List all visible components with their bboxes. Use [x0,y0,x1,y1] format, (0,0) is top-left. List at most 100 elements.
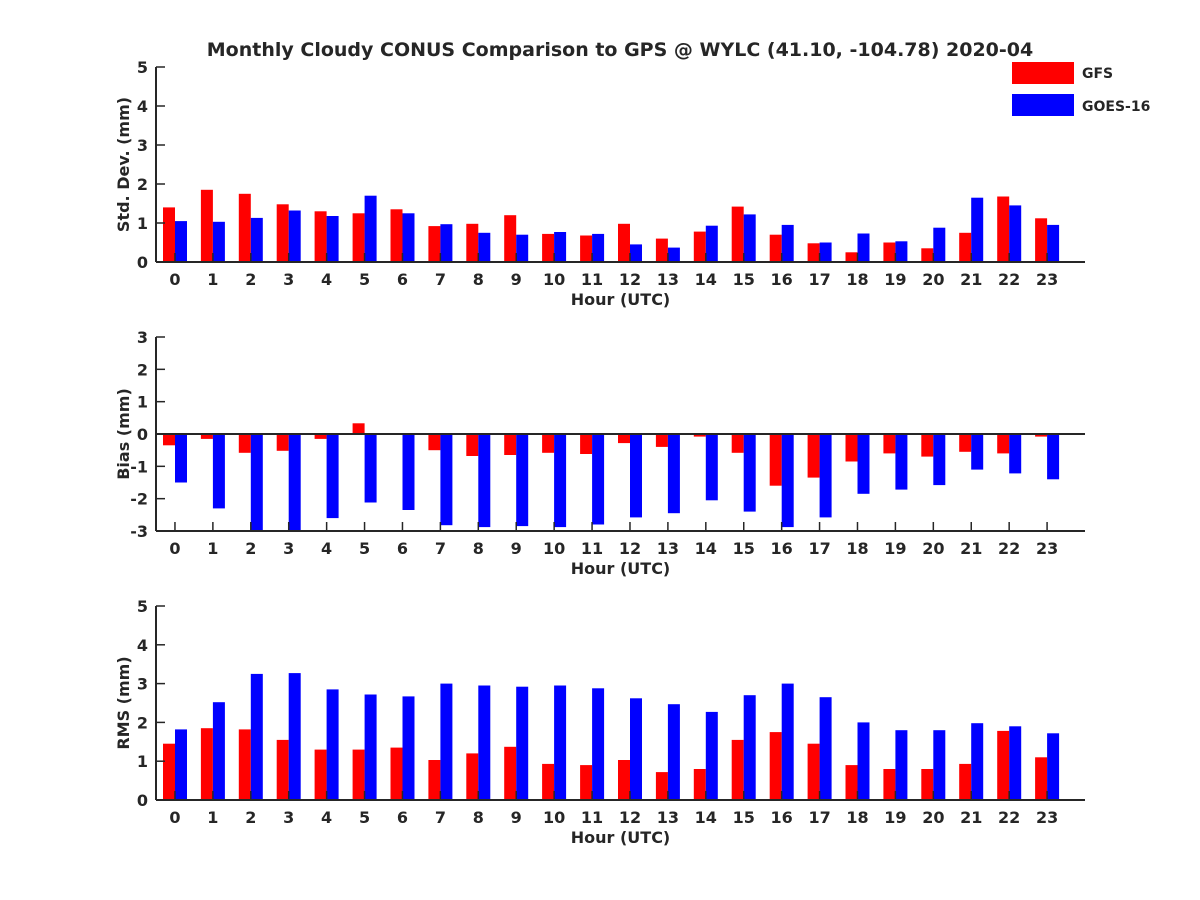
std-dev-bar-goes16-6 [402,213,415,263]
std-dev-bar-gfs-16 [769,234,782,262]
rms-bar-goes16-11 [592,688,605,800]
std-dev-bar-goes16-2 [250,217,263,262]
bias-x-tick-label: 7 [435,539,446,558]
bias-y-tick-label: 2 [137,360,148,379]
bias-x-tick-label: 12 [619,539,641,558]
rms-x-tick-label: 16 [771,808,793,827]
std-dev-y-axis-label: Std. Dev. (mm) [114,97,133,232]
std-dev-bar-goes16-7 [440,224,453,262]
bias-bar-gfs-11 [580,434,593,454]
rms-bar-goes16-2 [250,673,263,800]
rms-x-tick-label: 11 [581,808,603,827]
rms-x-tick-label: 10 [543,808,565,827]
rms-bar-goes16-18 [857,722,870,800]
std-dev-bar-gfs-8 [466,223,479,262]
bias-x-tick-label: 6 [397,539,408,558]
rms-bar-gfs-18 [845,765,858,800]
bias-bar-gfs-9 [504,434,517,455]
std-dev-y-tick-label: 4 [137,97,148,116]
bias-bar-goes16-20 [933,434,946,486]
bias-bar-goes16-3 [288,434,301,531]
rms-y-tick-label: 4 [137,636,148,655]
bias-bar-gfs-19 [883,434,896,454]
std-dev-bar-goes16-4 [326,216,339,262]
std-dev-x-tick-label: 19 [884,270,906,289]
std-dev-x-tick-label: 10 [543,270,565,289]
bias-x-tick-label: 9 [511,539,522,558]
rms-y-tick-label: 1 [137,752,148,771]
bias-bar-gfs-0 [163,434,175,446]
rms-bar-gfs-9 [504,746,517,800]
std-dev-x-tick-label: 3 [283,270,294,289]
rms-x-tick-label: 3 [283,808,294,827]
bias-x-tick-label: 21 [960,539,982,558]
rms-bar-goes16-8 [478,685,491,800]
std-dev-y-tick-label: 3 [137,136,148,155]
rms-bar-goes16-5 [364,694,377,800]
rms-bar-goes16-6 [402,696,415,800]
bias-y-tick-label: -2 [130,490,148,509]
bias-bar-gfs-20 [921,434,934,457]
std-dev-bar-goes16-16 [781,224,794,262]
rms-bar-goes16-10 [554,685,567,800]
std-dev-x-tick-label: 5 [359,270,370,289]
bias-bar-gfs-7 [428,434,441,451]
bias-bar-goes16-23 [1047,434,1060,480]
bias-bar-goes16-17 [819,434,832,518]
std-dev-bar-gfs-22 [997,196,1010,262]
rms-x-tick-label: 17 [808,808,830,827]
rms-bar-goes16-16 [781,683,794,800]
bias-x-tick-label: 11 [581,539,603,558]
std-dev-bar-gfs-2 [238,193,251,263]
std-dev-x-tick-label: 13 [657,270,679,289]
bias-x-tick-label: 23 [1036,539,1058,558]
std-dev-x-tick-label: 23 [1036,270,1058,289]
bias-bar-gfs-16 [769,434,782,486]
bias-bar-goes16-6 [402,434,415,510]
std-dev-bar-goes16-5 [364,195,377,262]
bias-bar-gfs-4 [314,434,327,439]
rms-bar-gfs-6 [390,747,403,800]
bias-bar-goes16-14 [705,434,718,501]
rms-bar-gfs-1 [200,728,213,800]
std-dev-bar-gfs-23 [1035,218,1048,262]
bias-bar-goes16-16 [781,434,794,528]
bias-bar-gfs-21 [959,434,972,452]
rms-bar-goes16-3 [288,673,301,800]
bias-x-tick-label: 1 [207,539,218,558]
std-dev-x-axis-label: Hour (UTC) [571,290,671,309]
rms-bar-goes16-4 [326,689,339,800]
bias-bar-gfs-23 [1035,434,1048,437]
rms-x-tick-label: 12 [619,808,641,827]
std-dev-x-tick-label: 1 [207,270,218,289]
bias-bar-gfs-18 [845,434,858,462]
bias-bar-goes16-19 [895,434,908,490]
std-dev-bar-gfs-19 [883,242,896,262]
rms-x-tick-label: 9 [511,808,522,827]
rms-bar-goes16-13 [667,704,680,800]
std-dev-bar-goes16-12 [630,244,642,262]
std-dev-x-tick-label: 2 [245,270,256,289]
rms-x-tick-label: 19 [884,808,906,827]
rms-bar-goes16-21 [971,723,984,800]
std-dev-bar-goes16-3 [288,210,301,262]
rms-bar-goes16-14 [705,711,718,800]
bias-x-tick-label: 5 [359,539,370,558]
std-dev-bar-gfs-21 [959,232,972,263]
bias-bar-goes16-1 [212,434,225,509]
std-dev-bar-goes16-18 [857,233,870,262]
rms-bar-goes16-17 [819,697,832,800]
bias-bar-goes16-7 [440,434,453,526]
std-dev-x-tick-label: 11 [581,270,603,289]
std-dev-bar-gfs-12 [618,223,630,262]
bias-bar-gfs-17 [807,434,820,478]
std-dev-bar-goes16-10 [554,232,567,262]
std-dev-bar-gfs-6 [390,209,403,262]
rms-bar-goes16-22 [1009,726,1022,800]
std-dev-y-tick-label: 1 [137,214,148,233]
rms-y-axis-label: RMS (mm) [114,656,133,749]
bias-x-tick-label: 4 [321,539,332,558]
legend-label-goes16: GOES-16 [1082,99,1150,115]
chart-title: Monthly Cloudy CONUS Comparison to GPS @… [207,39,1033,61]
rms-bar-gfs-0 [163,743,175,800]
